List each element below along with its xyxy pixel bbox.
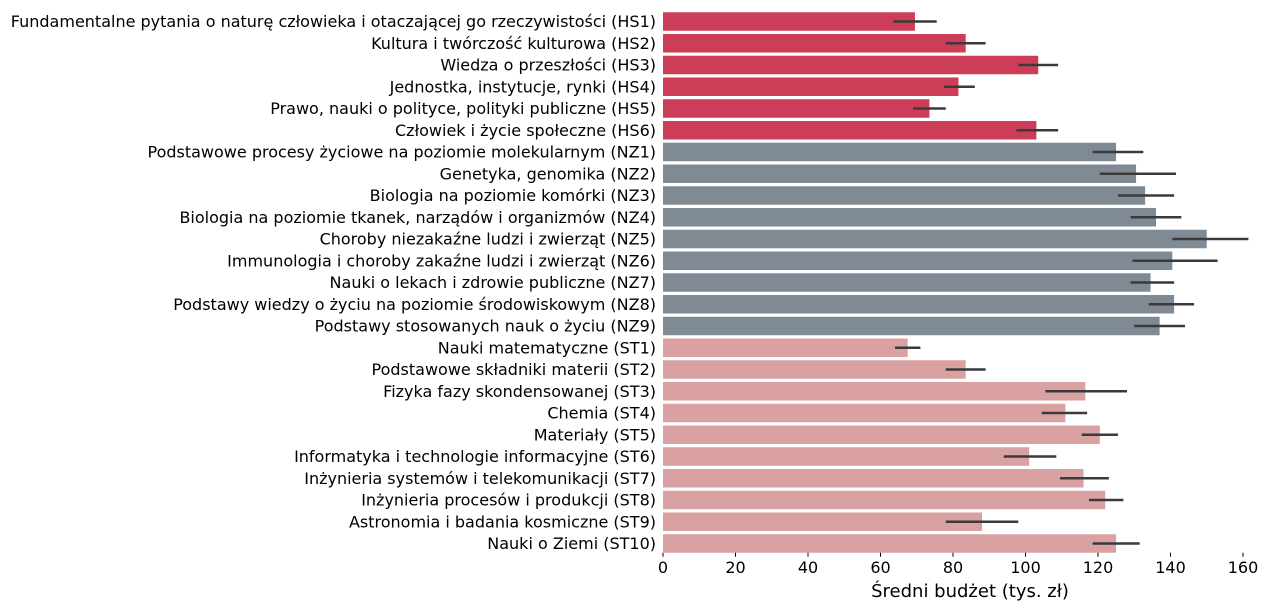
x-tick-label-4: 80 <box>943 558 963 577</box>
error-bars-layer <box>893 20 1249 545</box>
bar-st-17 <box>663 382 1086 401</box>
bar-hs-3 <box>663 77 959 96</box>
bar-st-16 <box>663 360 966 379</box>
category-label-0: Fundamentalne pytania o naturę człowieka… <box>11 12 656 31</box>
bar-nz-8 <box>663 186 1146 205</box>
bar-hs-0 <box>663 12 915 31</box>
category-label-7: Genetyka, genomika (NZ2) <box>440 164 656 183</box>
x-tick-label-3: 60 <box>870 558 890 577</box>
category-label-12: Nauki o lekach i zdrowie publiczne (NZ7) <box>330 273 656 292</box>
bar-st-24 <box>663 534 1117 553</box>
bar-st-20 <box>663 447 1030 466</box>
x-tick-label-5: 100 <box>1010 558 1041 577</box>
bar-nz-9 <box>663 208 1156 227</box>
category-label-20: Informatyka i technologie informacyjne (… <box>294 447 656 466</box>
bar-nz-6 <box>663 142 1117 162</box>
bar-st-15 <box>663 338 908 357</box>
x-tick-label-6: 120 <box>1083 558 1114 577</box>
category-label-11: Immunologia i choroby zakaźne ludzi i zw… <box>227 251 656 270</box>
bar-nz-10 <box>663 229 1207 249</box>
category-label-19: Materiały (ST5) <box>534 425 656 444</box>
bar-nz-7 <box>663 164 1137 183</box>
category-label-4: Prawo, nauki o polityce, polityki public… <box>270 99 656 118</box>
bar-st-23 <box>663 512 982 531</box>
category-label-6: Podstawowe procesy życiowe na poziomie m… <box>147 143 656 162</box>
bar-hs-4 <box>663 99 930 118</box>
category-label-5: Człowiek i życie społeczne (HS6) <box>395 121 656 140</box>
x-axis-title: Średni budżet (tys. zł) <box>871 580 1069 602</box>
bar-st-19 <box>663 425 1100 444</box>
bar-nz-14 <box>663 316 1160 336</box>
category-label-21: Inżynieria systemów i telekomunikacji (S… <box>304 469 656 488</box>
category-label-22: Inżynieria procesów i produkcji (ST8) <box>361 491 656 510</box>
bar-hs-2 <box>663 55 1039 75</box>
category-labels: Fundamentalne pytania o naturę człowieka… <box>11 12 656 553</box>
category-label-17: Fizyka fazy skondensowanej (ST3) <box>383 382 656 401</box>
category-label-2: Wiedza o przeszłości (HS3) <box>440 56 656 75</box>
bar-nz-11 <box>663 251 1173 270</box>
x-tick-label-2: 40 <box>798 558 818 577</box>
category-label-24: Nauki o Ziemi (ST10) <box>487 534 656 553</box>
category-label-16: Podstawowe składniki materii (ST2) <box>372 360 656 379</box>
category-label-9: Biologia na poziomie tkanek, narządów i … <box>179 208 656 227</box>
x-tick-label-8: 160 <box>1228 558 1259 577</box>
x-tick-label-0: 0 <box>658 558 668 577</box>
category-label-3: Jednostka, instytucje, rynki (HS4) <box>389 77 656 96</box>
category-label-10: Choroby niezakaźne ludzi i zwierząt (NZ5… <box>320 230 656 249</box>
bar-st-22 <box>663 490 1106 510</box>
category-label-8: Biologia na poziomie komórki (NZ3) <box>370 186 656 205</box>
x-axis: 0 20 40 60 80 100 120 140 160 <box>658 552 1259 577</box>
x-tick-label-7: 140 <box>1155 558 1186 577</box>
category-label-18: Chemia (ST4) <box>547 404 656 423</box>
bar-st-18 <box>663 403 1066 423</box>
category-label-13: Podstawy wiedzy o życiu na poziomie środ… <box>173 295 656 314</box>
category-label-15: Nauki matematyczne (ST1) <box>438 338 656 357</box>
bar-hs-1 <box>663 34 966 53</box>
bar-nz-13 <box>663 295 1175 314</box>
category-label-23: Astronomia i badania kosmiczne (ST9) <box>349 512 656 531</box>
bar-st-21 <box>663 469 1084 488</box>
x-tick-label-1: 20 <box>725 558 745 577</box>
bars-layer <box>663 12 1207 553</box>
category-label-1: Kultura i twórczość kulturowa (HS2) <box>371 34 656 53</box>
bar-nz-12 <box>663 273 1151 292</box>
category-label-14: Podstawy stosowanych nauk o życiu (NZ9) <box>315 317 656 336</box>
bar-hs-5 <box>663 121 1037 140</box>
